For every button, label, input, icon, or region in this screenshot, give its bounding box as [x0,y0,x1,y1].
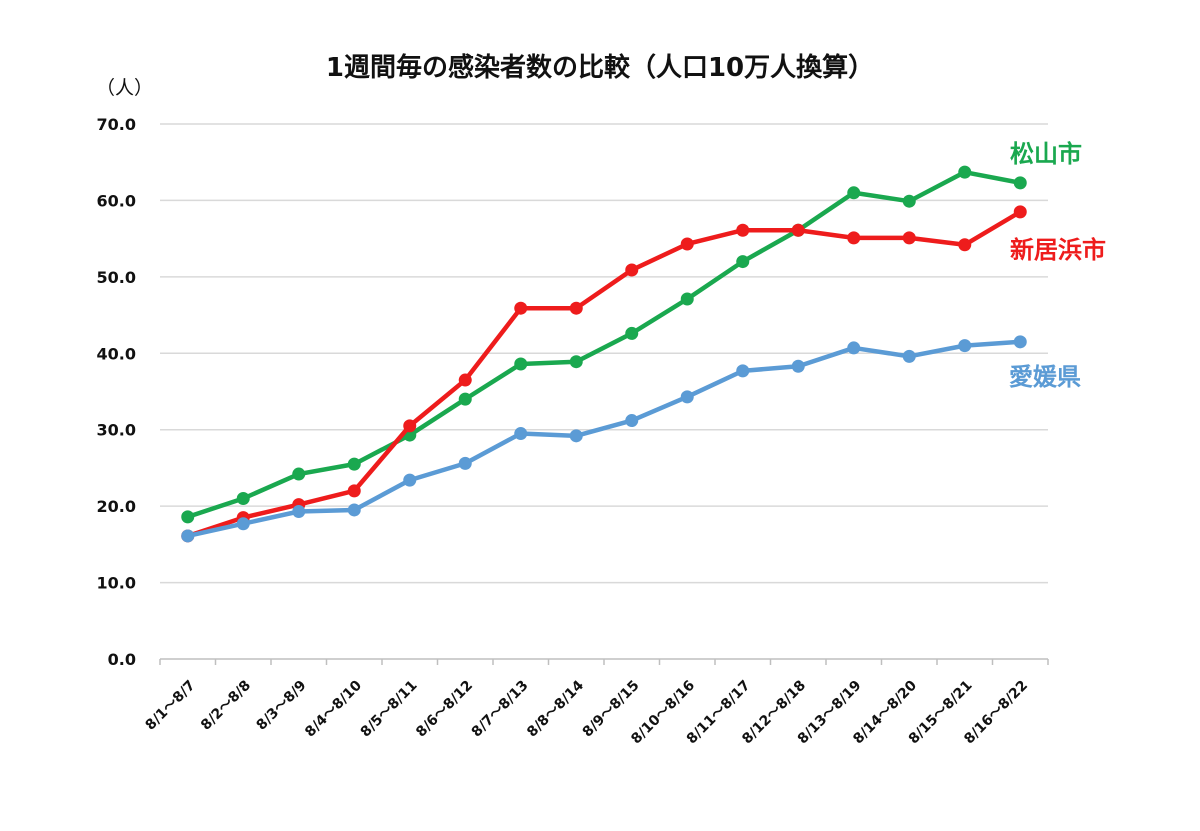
series-line [185,209,1023,539]
x-tick-label: 8/3～8/9 [254,678,310,734]
series-1 [181,205,1027,543]
y-tick-label: 10.0 [97,574,136,593]
data-point [514,357,528,371]
series-2 [181,335,1027,543]
data-point [347,503,361,517]
y-tick-label: 40.0 [97,344,136,363]
data-point [625,326,639,340]
data-point [1013,335,1027,349]
data-point [736,223,750,237]
data-point [1013,205,1027,219]
series-label: 松山市 [1010,140,1082,168]
data-point [569,429,583,443]
data-point [514,301,528,315]
y-tick-label: 60.0 [97,191,136,210]
data-point [680,390,694,404]
x-tick-label: 8/1～8/7 [143,678,199,734]
x-tick-label: 8/7～8/13 [469,678,532,741]
x-tick-label: 8/4～8/10 [302,677,365,740]
data-point [958,165,972,179]
data-point [458,392,472,406]
data-point [514,427,528,441]
y-tick-label: 50.0 [97,268,136,287]
data-point [236,517,250,531]
series-group [181,165,1027,543]
y-tick-label: 70.0 [97,115,136,134]
data-point [236,492,250,505]
data-point [403,419,417,433]
data-point [292,504,306,518]
data-point [736,255,750,269]
x-tick-label: 8/2～8/8 [198,678,254,734]
data-point [847,231,861,245]
chart-title: 1週間毎の感染者数の比較（人口10万人換算） [326,52,874,83]
data-point [625,263,639,277]
data-point [569,301,583,315]
x-tick-label: 8/5～8/11 [358,678,421,741]
y-tick-label: 30.0 [97,421,136,440]
data-point [625,414,639,428]
y-tick-label: 20.0 [97,497,136,516]
data-point [403,473,417,487]
series-label: 愛媛県 [1009,363,1081,391]
data-point [569,355,583,369]
x-tick-label: 8/6～8/12 [413,678,476,741]
data-point [847,186,861,200]
data-point [791,223,805,237]
data-point [736,364,750,378]
data-point [458,373,472,387]
data-point [902,231,916,245]
data-point [181,510,195,524]
data-point [680,237,694,251]
series-label: 新居浜市 [1010,236,1106,264]
y-axis-unit: （人） [96,77,153,99]
y-axis-ticks: 0.0 10.0 20.0 30.0 40.0 50.0 60.0 70.0 [97,115,136,669]
data-point [791,359,805,373]
x-tick-label: 8/8～8/14 [524,677,587,740]
x-axis: 8/1～8/7 8/2～8/8 8/3～8/98/4～8/108/5～8/118/6… [143,658,1049,747]
data-point [847,341,861,355]
series-0 [181,165,1027,524]
data-point [958,339,972,353]
data-point [958,238,972,252]
data-point [680,292,694,306]
y-tick-label: 0.0 [108,650,136,669]
data-point [458,456,472,470]
series-line [185,169,1023,520]
data-point [347,457,361,471]
data-point [181,529,195,543]
data-point [347,484,361,498]
data-point [1013,176,1027,190]
data-point [902,194,916,208]
data-point [902,349,916,363]
series-line [185,339,1023,539]
data-point [292,467,306,481]
